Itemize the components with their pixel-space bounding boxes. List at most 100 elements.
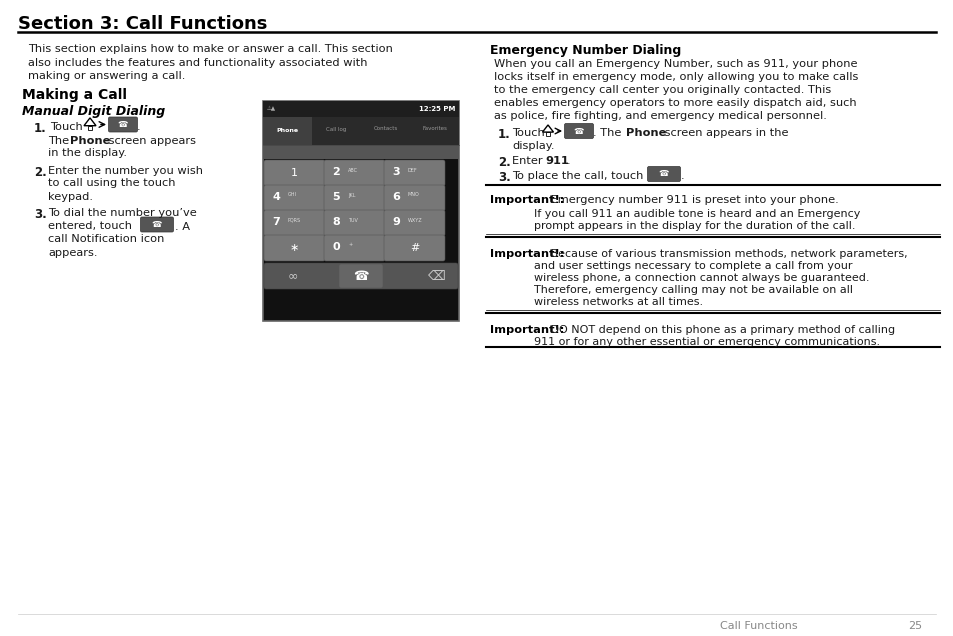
- Text: in the display.: in the display.: [48, 148, 127, 158]
- Bar: [88, 126, 92, 130]
- Text: Touch: Touch: [512, 128, 544, 138]
- Text: . A: . A: [174, 221, 190, 232]
- Text: wireless phone, a connection cannot always be guaranteed.: wireless phone, a connection cannot alwa…: [534, 273, 868, 283]
- Text: This section explains how to make or answer a call. This section: This section explains how to make or ans…: [28, 44, 393, 54]
- FancyBboxPatch shape: [264, 160, 325, 186]
- FancyBboxPatch shape: [338, 264, 382, 288]
- FancyBboxPatch shape: [264, 210, 325, 236]
- FancyBboxPatch shape: [109, 117, 137, 132]
- Text: ☎: ☎: [353, 270, 369, 282]
- Text: Emergency Number Dialing: Emergency Number Dialing: [490, 44, 680, 57]
- Text: 6: 6: [392, 192, 399, 202]
- Text: DO NOT depend on this phone as a primary method of calling: DO NOT depend on this phone as a primary…: [546, 325, 894, 335]
- Text: 1: 1: [291, 168, 297, 178]
- Text: Touch: Touch: [50, 121, 83, 132]
- Text: 4: 4: [272, 192, 279, 202]
- Text: #: #: [410, 243, 418, 253]
- Text: .: .: [137, 121, 140, 132]
- Text: 2.: 2.: [34, 165, 47, 179]
- Text: When you call an Emergency Number, such as 911, your phone: When you call an Emergency Number, such …: [494, 59, 857, 69]
- Text: .: .: [566, 156, 570, 166]
- FancyBboxPatch shape: [324, 235, 385, 261]
- Text: entered, touch: entered, touch: [48, 221, 132, 232]
- FancyBboxPatch shape: [564, 123, 593, 139]
- Text: . The: . The: [593, 128, 624, 138]
- Text: prompt appears in the display for the duration of the call.: prompt appears in the display for the du…: [534, 221, 855, 231]
- Text: 25: 25: [907, 621, 922, 631]
- Text: Important!:: Important!:: [490, 325, 564, 335]
- Text: 3.: 3.: [34, 209, 47, 221]
- Text: ∗: ∗: [290, 243, 299, 253]
- Text: 1.: 1.: [497, 128, 510, 141]
- Text: WXYZ: WXYZ: [408, 218, 422, 223]
- Text: Enter the number you wish: Enter the number you wish: [48, 165, 203, 176]
- Text: To place the call, touch: To place the call, touch: [512, 171, 642, 181]
- Text: keypad.: keypad.: [48, 191, 92, 202]
- Text: Important!:: Important!:: [490, 249, 564, 259]
- FancyBboxPatch shape: [384, 210, 444, 236]
- Text: Favorites: Favorites: [421, 127, 446, 132]
- Text: If you call 911 an audible tone is heard and an Emergency: If you call 911 an audible tone is heard…: [534, 209, 860, 219]
- Text: GHI: GHI: [288, 193, 296, 198]
- Text: 12:25 PM: 12:25 PM: [418, 106, 455, 112]
- FancyBboxPatch shape: [324, 210, 385, 236]
- FancyBboxPatch shape: [263, 101, 458, 321]
- Text: Important!:: Important!:: [490, 195, 564, 205]
- Bar: [263, 117, 312, 145]
- Text: ☎: ☎: [659, 170, 668, 179]
- Text: screen appears: screen appears: [105, 135, 195, 146]
- Text: screen appears in the: screen appears in the: [660, 128, 788, 138]
- Text: 2.: 2.: [497, 156, 510, 169]
- Text: To dial the number you’ve: To dial the number you’ve: [48, 209, 196, 219]
- Text: Because of various transmission methods, network parameters,: Because of various transmission methods,…: [546, 249, 906, 259]
- Text: ☎: ☎: [573, 127, 583, 135]
- Text: 9: 9: [392, 217, 399, 227]
- Text: wireless networks at all times.: wireless networks at all times.: [534, 297, 702, 307]
- Text: 3: 3: [392, 167, 399, 177]
- FancyBboxPatch shape: [140, 217, 173, 232]
- Text: DEF: DEF: [408, 167, 417, 172]
- Text: The: The: [48, 135, 72, 146]
- Text: enables emergency operators to more easily dispatch aid, such: enables emergency operators to more easi…: [494, 98, 856, 108]
- FancyBboxPatch shape: [324, 185, 385, 211]
- FancyBboxPatch shape: [264, 185, 325, 211]
- Text: Therefore, emergency calling may not be available on all: Therefore, emergency calling may not be …: [534, 285, 852, 295]
- Text: 7: 7: [272, 217, 279, 227]
- Bar: [263, 145, 458, 159]
- Text: Call Functions: Call Functions: [720, 621, 797, 631]
- FancyBboxPatch shape: [324, 160, 385, 186]
- Text: Contacts: Contacts: [373, 127, 397, 132]
- Text: ☎: ☎: [152, 220, 162, 229]
- Text: 0: 0: [332, 242, 339, 252]
- FancyBboxPatch shape: [264, 263, 457, 289]
- Text: Section 3: Call Functions: Section 3: Call Functions: [18, 15, 267, 33]
- Text: Call log: Call log: [326, 127, 346, 132]
- Text: Emergency number 911 is preset into your phone.: Emergency number 911 is preset into your…: [546, 195, 838, 205]
- Text: Phone: Phone: [276, 128, 298, 134]
- Text: .: .: [680, 171, 684, 181]
- FancyBboxPatch shape: [384, 185, 444, 211]
- Text: PQRS: PQRS: [288, 218, 301, 223]
- Text: as police, fire fighting, and emergency medical personnel.: as police, fire fighting, and emergency …: [494, 111, 826, 121]
- FancyBboxPatch shape: [384, 160, 444, 186]
- Text: appears.: appears.: [48, 247, 97, 258]
- Text: JKL: JKL: [348, 193, 355, 198]
- Text: Phone: Phone: [70, 135, 111, 146]
- Bar: [263, 117, 458, 145]
- Text: also includes the features and functionality associated with: also includes the features and functiona…: [28, 57, 367, 67]
- Text: ∞: ∞: [288, 270, 298, 282]
- Text: Phone: Phone: [625, 128, 666, 138]
- FancyBboxPatch shape: [264, 235, 325, 261]
- Text: Making a Call: Making a Call: [22, 88, 127, 102]
- FancyBboxPatch shape: [384, 235, 444, 261]
- Text: display.: display.: [512, 141, 554, 151]
- Text: 3.: 3.: [497, 171, 510, 184]
- Text: 911 or for any other essential or emergency communications.: 911 or for any other essential or emerge…: [534, 337, 880, 347]
- Text: MNO: MNO: [408, 193, 419, 198]
- Text: TUV: TUV: [348, 218, 357, 223]
- Bar: [263, 101, 458, 117]
- Bar: [545, 132, 549, 136]
- Text: making or answering a call.: making or answering a call.: [28, 71, 185, 81]
- Text: 1.: 1.: [34, 121, 47, 134]
- Text: 5: 5: [332, 192, 339, 202]
